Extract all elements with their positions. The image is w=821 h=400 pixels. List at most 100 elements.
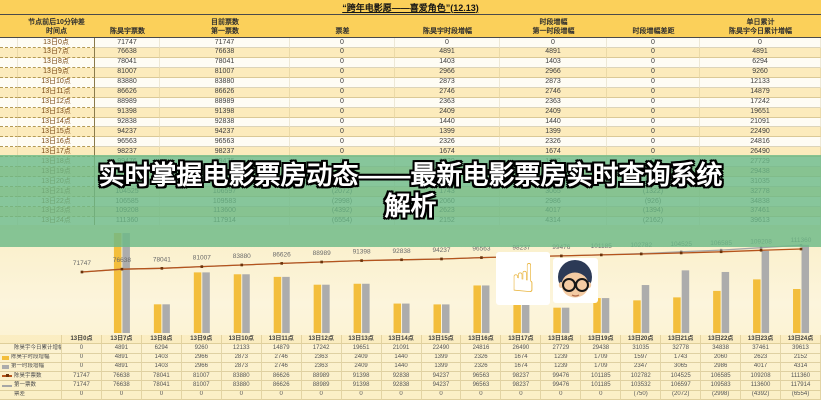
chart-value-cell: 2873 [221,362,262,373]
banner-title-line1: 实时掌握电影票房动态——最新电影票房实时查询系统 [98,160,723,190]
bar-first-increase [481,285,490,333]
chart-value-cell: 1709 [581,353,622,363]
value-cell: 2873 [500,77,607,88]
column-header-bottom: 陈昊宇时段增幅 [423,28,472,35]
marker-chen-votes [280,262,284,265]
chart-value-cell: 0 [62,390,102,400]
value-cell: 9260 [700,67,821,78]
value-cell: 0 [607,57,700,68]
banner-title: 实时掌握电影票房动态——最新电影票房实时查询系统 解析 [0,160,821,222]
value-cell: 0 [607,107,700,118]
chart-value-cell: 101185 [581,381,622,391]
chart-value-cell: 71747 [62,381,102,391]
value-cell: 0 [290,97,395,108]
chart-value-cell: (2072) [661,390,702,400]
chart-value-cell: 2363 [301,353,342,363]
table-row: 13日14点 92838 92838 0 1440 1440 0 21091 [0,117,821,128]
chart-value-cell: 1239 [541,353,582,363]
chart-legend-label: 陈昊宇票数 [14,372,42,379]
value-cell: 0 [395,38,500,48]
value-cell: 83880 [95,77,160,88]
chart-value-cell: 2966 [181,362,222,373]
chart-value-cell: 2363 [301,362,342,373]
value-cell: 0 [290,127,395,138]
value-cell: 0 [607,47,700,58]
chart-value-cell: 0 [381,390,422,400]
value-cell: 14879 [700,87,821,98]
chart-value-cell: 96563 [461,381,502,391]
line-data-label: 98237 [512,245,530,252]
bar-first-increase [681,270,690,333]
chart-value-cell: 4891 [101,353,142,363]
value-cell: 91398 [95,107,160,118]
value-cell: 0 [290,137,395,148]
chart-legend-item: 陈昊宇票数 [0,372,62,382]
value-cell: 0 [607,77,700,88]
chart-legend-item: 第一时段增幅 [0,362,62,373]
value-cell: 4891 [500,47,607,58]
chart-category-label: 13日9点 [181,335,222,345]
chart-value-cell: 2326 [461,362,502,373]
chart-category-label: 13日18点 [541,335,582,345]
chart-value-cell: 0 [581,390,622,400]
chart-value-cell: 0 [62,362,102,373]
chart-value-cell: 31035 [621,344,662,354]
chart-value-cell: 4891 [101,362,142,373]
column-header: 票差 [290,15,395,37]
marker-first-votes [719,248,723,252]
row-gutter [0,67,18,78]
value-cell: 86626 [95,87,160,98]
chart-value-cell: 6294 [141,344,182,354]
row-gutter [0,38,18,48]
table-title: “跨年电影愿——喜爱角色”(12.13) [342,2,479,13]
chart-category-label: 13日0点 [62,335,102,345]
line-data-label: 86626 [273,251,291,258]
chart-value-cell: 91398 [341,372,382,382]
line-data-label: 71747 [73,260,91,267]
value-cell: 76638 [95,47,160,58]
value-cell: 0 [290,87,395,98]
chart-category-label: 13日23点 [741,335,782,345]
value-cell: 21091 [700,117,821,128]
value-cell: 0 [607,117,700,128]
chart-value-cell: 0 [181,390,222,400]
value-cell: 96563 [160,137,290,148]
time-cell: 13日9点 [18,67,95,78]
chart-value-cell: 104525 [661,372,702,382]
marker-chen-votes [759,248,763,252]
column-header-bottom: 陈昊宇票数 [110,28,145,35]
value-cell: 2746 [500,87,607,98]
column-header-top: 单日累计 [746,19,775,26]
chart-value-cell: 29438 [581,344,622,354]
bar-chen-increase [153,304,162,333]
bar-first-increase [362,283,370,333]
value-cell: 17242 [700,97,821,108]
value-cell: 0 [290,57,395,68]
chart-value-cell: 83880 [221,381,262,391]
bar-chen-increase [713,290,721,333]
column-header: 时段增幅 第一时段增幅 [500,15,607,37]
row-gutter [0,47,18,58]
chart-category-label: 13日13点 [341,335,382,345]
chart-value-cell: 2409 [341,353,382,363]
chart-value-cell: 27729 [541,344,582,354]
square-marker [2,365,9,370]
table-row: 13日0点 71747 71747 0 0 0 0 0 [0,38,821,48]
line-data-label: 76638 [113,257,131,264]
chart-value-cell: 91398 [341,381,382,391]
marker-chen-votes [679,251,683,255]
chart-value-cell: 102782 [621,372,662,382]
bar-chen-increase [313,284,322,333]
value-cell: 2966 [500,67,607,78]
line-dot-marker [2,374,12,378]
chart-value-cell: 0 [461,390,502,400]
chart-value-cell: 2986 [701,362,742,373]
value-cell: 0 [290,67,395,78]
value-cell: 22490 [700,127,821,138]
chart-value-cell: 0 [421,390,462,400]
column-header-top: 目前票数 [211,19,239,26]
chart-value-cell: 92838 [381,372,422,382]
chart-category-label: 13日17点 [501,335,542,345]
bar-chen-increase [593,298,601,333]
bar-first-increase [442,304,450,333]
